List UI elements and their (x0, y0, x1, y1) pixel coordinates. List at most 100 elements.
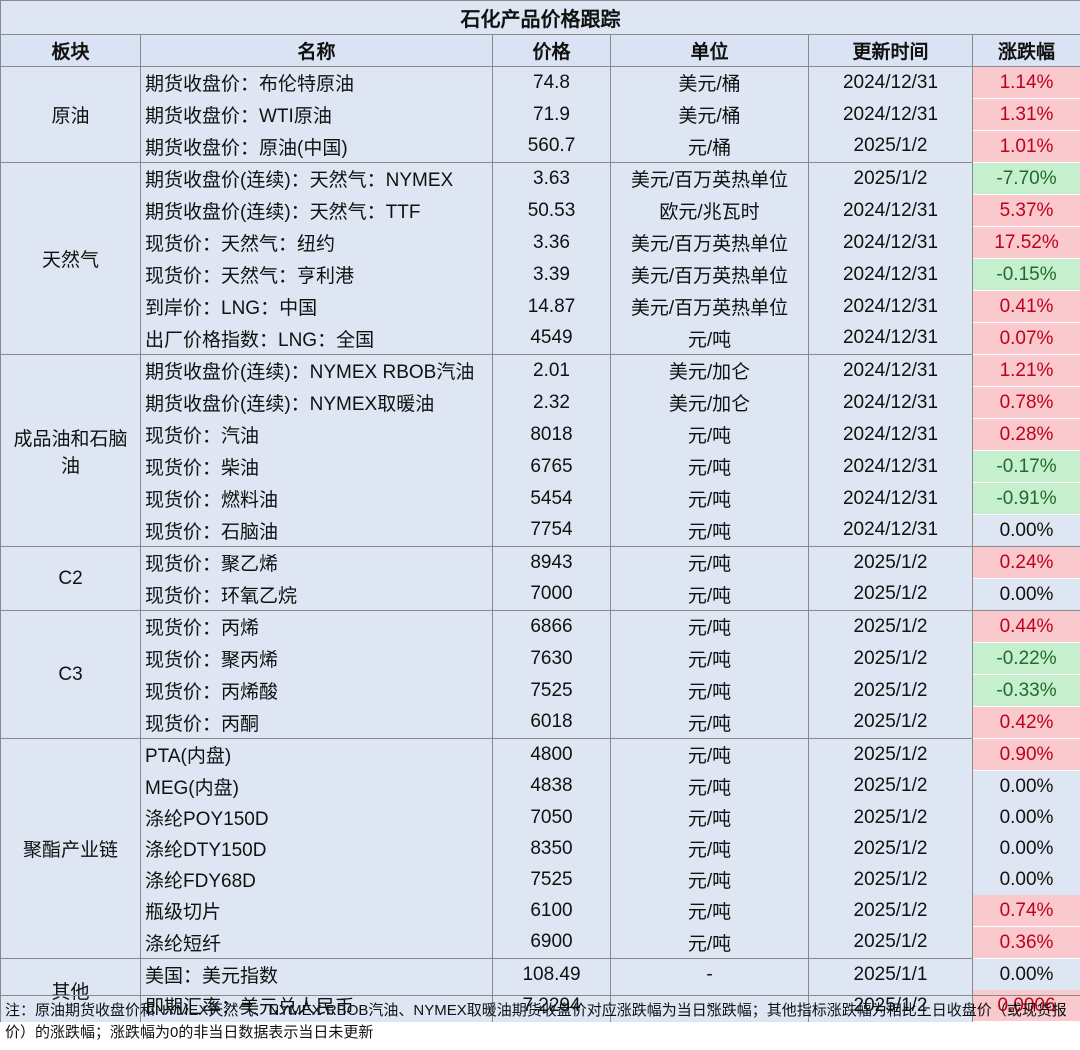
table-row: 其他 美国：美元指数 108.49-2025/1/1 0.00% (0, 958, 1080, 1022)
update-time: 2024/12/31 (808, 450, 973, 483)
table-row: 现货价：丙酮 6018 元/吨 2025/1/2 0.42% (1, 706, 1080, 739)
item-name: 期货收盘价：布伦特原油 (140, 66, 493, 99)
update-time: 2025/1/2 (808, 546, 973, 579)
update-time: 2024/12/31 (808, 482, 973, 515)
table-row: 现货价：石脑油 7754 元/吨 2024/12/31 0.00% (1, 514, 1080, 547)
price: 2.32 (492, 386, 611, 419)
group-label: 聚酯产业链 (0, 738, 141, 959)
unit: 美元/百万英热单位 (610, 226, 809, 259)
unit: - (610, 958, 809, 990)
price: 14.87 (492, 290, 611, 323)
unit: 美元/百万英热单位 (610, 258, 809, 291)
update-time: 2025/1/1 (808, 958, 973, 990)
change: 0.41% (971, 290, 1080, 323)
update-time: 2025/1/2 (808, 738, 973, 771)
price: 560.7 (492, 130, 611, 163)
update-time: 2025/1/2 (808, 130, 973, 163)
item-name: 现货价：天然气：亨利港 (140, 258, 493, 291)
price: 8350 (492, 833, 611, 864)
item-name: MEG(内盘) (140, 770, 493, 802)
table-row: 成品油和石脑油 期货收盘价(连续)：NYMEX RBOB汽油 2.01 美元/加仑 20… (0, 354, 1080, 547)
unit: 美元/加仑 (610, 386, 809, 419)
change: 0.28% (971, 418, 1080, 451)
table-row: C3 现货价：丙烯 6866 元/吨 2025/1/2 0.44% (0, 610, 1080, 739)
change: -0.22% (971, 642, 1080, 675)
group-label: C2 (0, 546, 141, 611)
update-time: 2024/12/31 (808, 98, 973, 131)
price: 5454 (492, 482, 611, 515)
item-name: 现货价：丙酮 (140, 706, 493, 739)
group-label: 其他 (0, 958, 141, 1022)
table-row: C2 现货价：聚乙烯 8943 元/吨 2025/1/2 0.24% (0, 546, 1080, 611)
item-name: 现货价：丙烯酸 (140, 674, 493, 707)
change: 1.01% (971, 130, 1080, 163)
unit: 元/吨 (610, 450, 809, 483)
price: 3.36 (492, 226, 611, 259)
table-row: 现货价：燃料油 5454 元/吨 2024/12/31 -0.91% (1, 482, 1080, 515)
price: 4838 (492, 770, 611, 802)
unit: 美元/加仑 (610, 354, 809, 387)
column-header: 名称 (140, 34, 493, 67)
update-time: 2025/1/2 (808, 770, 973, 802)
item-name: 出厂价格指数：LNG：全国 (140, 322, 493, 355)
price: 3.39 (492, 258, 611, 291)
item-name: 美国：美元指数 (140, 958, 493, 990)
change: 1.31% (971, 98, 1080, 131)
unit: 元/吨 (610, 578, 809, 611)
price: 108.49 (492, 958, 611, 990)
change: -0.33% (971, 674, 1080, 707)
change: 0.00% (971, 802, 1080, 833)
table-row: 现货价：天然气：纽约 3.36 美元/百万英热单位 2024/12/31 17.52% (1, 226, 1080, 259)
update-time: 2024/12/31 (808, 290, 973, 323)
change: 0.78% (971, 386, 1080, 419)
table-row: 现货价：聚丙烯 7630 元/吨 2025/1/2 -0.22% (1, 642, 1080, 675)
item-name: 现货价：聚丙烯 (140, 642, 493, 675)
item-name: 现货价：聚乙烯 (140, 546, 493, 579)
unit: 美元/百万英热单位 (610, 290, 809, 323)
table-body: 原油 期货收盘价：布伦特原油 74.8 美元/桶 2024/12/31 1.14% 期货收盘… (0, 66, 1080, 1022)
table-row: 瓶级切片 6100 元/吨 2025/1/2 0.74% (1, 895, 1080, 927)
table-row: 到岸价：LNG：中国 14.87 美元/百万英热单位 2024/12/31 0.41% (1, 290, 1080, 323)
change: 0.24% (971, 546, 1080, 579)
price: 8018 (492, 418, 611, 451)
unit: 元/吨 (610, 610, 809, 643)
header-row: 板块 名称 价格 单位 更新时间 涨跌幅 (0, 34, 1080, 67)
unit: 元/吨 (610, 546, 809, 579)
change: 0.74% (971, 895, 1080, 927)
update-time: 2025/1/2 (808, 578, 973, 611)
item-name: 期货收盘价(连续)：NYMEX RBOB汽油 (140, 354, 493, 387)
price-table: 石化产品价格跟踪 板块 名称 价格 单位 更新时间 涨跌幅 原油 期货收盘价：布伦特原油 74… (0, 0, 1080, 1022)
update-time: 2024/12/31 (808, 226, 973, 259)
table-row: 出厂价格指数：LNG：全国 4549 元/吨 2024/12/31 0.07% (1, 322, 1080, 355)
update-time: 2024/12/31 (808, 354, 973, 387)
price: 6765 (492, 450, 611, 483)
change: 0.00% (971, 833, 1080, 864)
unit: 元/吨 (610, 864, 809, 895)
unit: 元/吨 (610, 674, 809, 707)
unit: 元/吨 (610, 738, 809, 771)
table-row: 期货收盘价(连续)：天然气：TTF 50.53 欧元/兆瓦时 2024/12/31 5.… (1, 194, 1080, 227)
price: 6018 (492, 706, 611, 739)
update-time: 2025/1/2 (808, 895, 973, 927)
change: -0.15% (971, 258, 1080, 291)
update-time: 2025/1/2 (808, 926, 973, 959)
price: 6866 (492, 610, 611, 643)
change: 1.14% (971, 66, 1080, 99)
unit: 元/吨 (610, 418, 809, 451)
item-name: 涤纶短纤 (140, 926, 493, 959)
group-label: 成品油和石脑油 (0, 354, 141, 547)
update-time: 2025/1/2 (808, 162, 973, 195)
unit: 美元/百万英热单位 (610, 162, 809, 195)
column-header: 板块 (0, 34, 141, 67)
table-row: 涤纶FDY68D 7525 元/吨 2025/1/2 0.00% (1, 864, 1080, 895)
update-time: 2024/12/31 (808, 258, 973, 291)
table-head: 石化产品价格跟踪 板块 名称 价格 单位 更新时间 涨跌幅 (0, 0, 1080, 67)
change: 0.00% (971, 578, 1080, 611)
table-row: 期货收盘价(连续)：NYMEX取暖油 2.32 美元/加仑 2024/12/31 0.7… (1, 386, 1080, 419)
table-row: 现货价：环氧乙烷 7000 元/吨 2025/1/2 0.00% (1, 578, 1080, 611)
unit: 元/桶 (610, 130, 809, 163)
change: 17.52% (971, 226, 1080, 259)
update-time: 2025/1/2 (808, 706, 973, 739)
price: 7525 (492, 674, 611, 707)
